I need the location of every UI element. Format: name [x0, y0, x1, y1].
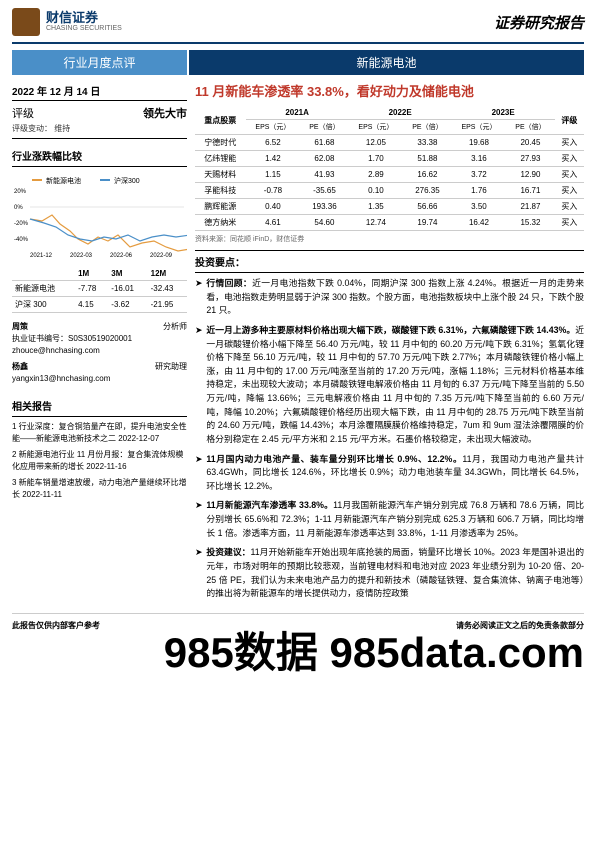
- table-row: 宁德时代6.5261.6812.0533.3819.6820.45买入: [195, 135, 584, 151]
- banner-right: 新能源电池: [189, 50, 584, 75]
- table-row: 鹏辉能源0.40193.361.3556.663.5021.87买入: [195, 199, 584, 215]
- svg-text:-20%: -20%: [14, 221, 29, 227]
- stock-table: 重点股票 2021A 2022E 2023E 评级 EPS（元）PE（倍） EP…: [195, 106, 584, 231]
- brand-en: CHASING SECURITIES: [46, 25, 122, 33]
- brand-cn: 财信证券: [46, 11, 122, 25]
- analyst-block: 周策分析师 执业证书编号：S0S30519020001 zhouce@hncha…: [12, 317, 187, 389]
- svg-text:2022-06: 2022-06: [110, 253, 133, 259]
- rating-value: 领先大市: [143, 105, 187, 121]
- related-report-item: 1 行业深度：复合铜箔量产在即，提升电池安全性能——新能源电池新技术之二 202…: [12, 421, 187, 445]
- bullet-item: ➤行情回顾：近一月电池指数下跌 0.04%，同期沪深 300 指数上涨 4.24…: [195, 277, 584, 318]
- top-bar: 财信证券 CHASING SECURITIES 证券研究报告: [12, 8, 584, 44]
- svg-text:0%: 0%: [14, 205, 23, 211]
- report-title: 11 月新能车渗透率 33.8%，看好动力及储能电池: [195, 81, 584, 100]
- table-row: 德方纳米4.6154.6012.7419.7416.4215.32买入: [195, 215, 584, 231]
- footer-left: 此报告仅供内部客户参考: [12, 620, 100, 631]
- bullet-item: ➤11月国内动力电池产量、装车量分别环比增长 0.9%、12.2%。11月，我国…: [195, 453, 584, 494]
- category-banner: 行业月度点评 新能源电池: [12, 50, 584, 75]
- logo-area: 财信证券 CHASING SECURITIES: [12, 8, 122, 36]
- legend-2: 沪深300: [114, 176, 140, 185]
- chart-series-1: [30, 215, 187, 251]
- rating-change-value: 维持: [54, 124, 70, 133]
- performance-chart: 新能源电池 沪深300 20% 0% -20% -40% 2021-12 202…: [12, 167, 187, 317]
- chart-series-2: [30, 219, 187, 241]
- related-reports: 1 行业深度：复合铜箔量产在即，提升电池安全性能——新能源电池新技术之二 202…: [12, 417, 187, 505]
- svg-text:20%: 20%: [14, 189, 27, 195]
- reports-header: 相关报告: [12, 395, 187, 417]
- related-report-item: 3 新能车销量增速放缓，动力电池产量继续环比增长 2022-11-11: [12, 477, 187, 501]
- perf-table: 1M 3M 12M 新能源电池 -7.78 -16.01 -32.43 沪深 3…: [12, 267, 187, 313]
- related-report-item: 2 新能源电池行业 11 月份月报：复合集流体规模化应用带来新的增长 2022-…: [12, 449, 187, 473]
- logo-icon: [12, 8, 40, 36]
- table-row: 亿纬锂能1.4262.081.7051.883.1627.93买入: [195, 151, 584, 167]
- banner-left: 行业月度点评: [12, 50, 187, 75]
- report-type: 证券研究报告: [494, 12, 584, 33]
- svg-text:-40%: -40%: [14, 237, 29, 243]
- bullet-item: ➤投资建议：11月开始新能车开始出现年底抢装的局面，销量环比增长 10%。202…: [195, 546, 584, 601]
- svg-text:2022-03: 2022-03: [70, 253, 93, 259]
- bullet-item: ➤近一月上游多种主要原材料价格出现大幅下跌，碳酸锂下跌 6.31%，六氟磷酸锂下…: [195, 324, 584, 447]
- table-row: 孚能科技-0.78-35.650.10276.351.7616.71买入: [195, 183, 584, 199]
- bullet-item: ➤11月新能源汽车渗透率 33.8%。11月我国新能源汽车产销分别完成 76.8…: [195, 499, 584, 540]
- rating-label: 评级: [12, 105, 34, 121]
- table-source: 资料来源：同花顺 iFinD，财信证券: [195, 234, 584, 244]
- table-row: 天赐材料1.1541.932.8916.623.7212.90买入: [195, 167, 584, 183]
- svg-text:2022-09: 2022-09: [150, 253, 173, 259]
- report-date: 2022 年 12 月 14 日: [12, 81, 187, 101]
- rating-change-label: 评级变动：: [12, 124, 52, 133]
- legend-1: 新能源电池: [46, 176, 81, 185]
- svg-text:2021-12: 2021-12: [30, 253, 53, 259]
- investment-points-header: 投资要点：: [195, 250, 584, 273]
- perf-header: 行业涨跌幅比较: [12, 145, 187, 167]
